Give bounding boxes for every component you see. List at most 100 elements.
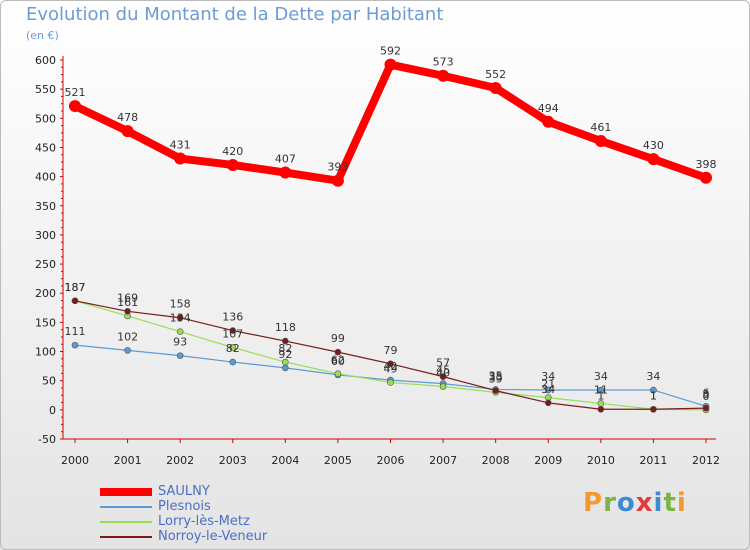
- brand-letter: o: [616, 488, 636, 518]
- brand-logo: Proxiti: [583, 488, 687, 518]
- data-point: [176, 352, 184, 359]
- data-label: 169: [117, 291, 138, 304]
- data-point: [229, 358, 237, 366]
- brand-letter: i: [676, 488, 687, 518]
- data-label: 60: [331, 355, 345, 368]
- y-tick-label: 350: [35, 200, 56, 213]
- brand-letter: r: [603, 488, 617, 518]
- x-tick-label: 2001: [114, 454, 142, 467]
- legend-item-saulny: SAULNY: [100, 484, 267, 499]
- data-label: 40: [436, 367, 450, 380]
- data-point: [439, 373, 447, 380]
- data-label: 420: [222, 145, 243, 158]
- x-tick-label: 2008: [482, 454, 510, 467]
- data-point: [124, 308, 131, 315]
- y-tick-label: 250: [35, 258, 56, 271]
- data-label: 187: [65, 281, 86, 294]
- y-tick-label: 0: [49, 404, 56, 417]
- data-label: 21: [541, 378, 555, 391]
- unit-label: (en €): [26, 29, 59, 42]
- data-label: 49: [384, 362, 398, 375]
- data-point: [176, 314, 184, 322]
- x-tick-label: 2011: [639, 454, 667, 467]
- data-label: 62: [331, 354, 345, 367]
- y-tick-label: 500: [35, 112, 56, 125]
- data-label: 134: [170, 312, 191, 325]
- data-label: 39: [489, 372, 503, 385]
- data-label: 552: [485, 68, 506, 81]
- data-point: [331, 174, 344, 187]
- data-point: [279, 166, 292, 179]
- series-line: [73, 60, 708, 185]
- data-point: [387, 379, 394, 386]
- data-label: 573: [433, 56, 454, 69]
- data-point: [542, 115, 555, 128]
- data-label: 93: [173, 336, 187, 349]
- brand-letter: x: [635, 488, 654, 518]
- data-point: [71, 341, 79, 349]
- data-point: [229, 344, 237, 351]
- data-label: 187: [65, 281, 86, 294]
- y-tick-label: 400: [35, 171, 56, 184]
- data-point: [700, 171, 712, 184]
- data-label: 34: [594, 370, 608, 383]
- data-label: 34: [541, 370, 555, 383]
- data-label: 3: [703, 388, 710, 401]
- x-tick-label: 2009: [534, 454, 562, 467]
- data-point: [282, 358, 289, 366]
- legend-label-plesnois: Plesnois: [158, 499, 211, 514]
- data-label: 398: [696, 158, 717, 171]
- data-label: 102: [117, 330, 138, 343]
- data-point: [597, 386, 605, 394]
- data-label: 6: [703, 386, 710, 399]
- data-point: [174, 152, 187, 165]
- x-tick-label: 2000: [61, 454, 89, 467]
- data-point: [282, 364, 289, 372]
- data-label: 82: [226, 342, 240, 355]
- data-label: 161: [117, 296, 138, 309]
- data-label: 34: [541, 383, 555, 396]
- data-label: 0: [703, 390, 710, 403]
- data-label: 79: [384, 344, 398, 357]
- brand-letter: i: [653, 488, 664, 518]
- legend-item-lorry: Lorry-lès-Metz: [100, 514, 267, 529]
- data-point: [597, 405, 605, 413]
- data-label: 11: [594, 383, 608, 396]
- data-label: 158: [170, 298, 191, 311]
- y-tick-label: 550: [35, 83, 56, 96]
- data-label: 82: [278, 342, 292, 355]
- data-point: [334, 370, 342, 377]
- x-tick-label: 2007: [429, 454, 457, 467]
- brand-letter: P: [583, 488, 604, 518]
- data-label: 1: [597, 389, 604, 402]
- chart-title: Evolution du Montant de la Dette par Hab…: [26, 4, 444, 25]
- y-tick-label: 50: [42, 375, 56, 388]
- legend-swatch-saulny: [100, 487, 152, 496]
- data-label: 494: [538, 102, 559, 115]
- y-tick-label: 450: [35, 141, 56, 154]
- y-tick-label: 150: [35, 316, 56, 329]
- data-label: 136: [222, 311, 243, 324]
- data-label: 42: [384, 360, 398, 373]
- data-point: [544, 386, 552, 394]
- legend-item-plesnois: Plesnois: [100, 499, 267, 514]
- y-tick-label: 200: [35, 287, 56, 300]
- x-tick-label: 2012: [692, 454, 720, 467]
- y-tick-label: -50: [38, 433, 56, 446]
- data-label: 57: [436, 357, 450, 370]
- data-point: [229, 327, 237, 334]
- data-point: [282, 337, 289, 345]
- data-label: 92: [278, 348, 292, 361]
- legend-label-lorry: Lorry-lès-Metz: [158, 514, 250, 529]
- data-label: 393: [327, 161, 348, 174]
- data-point: [226, 158, 239, 171]
- data-label: 592: [380, 45, 401, 58]
- data-point: [121, 125, 134, 138]
- data-point: [387, 360, 394, 368]
- y-tick-label: 300: [35, 229, 56, 242]
- brand-letter: t: [663, 488, 677, 518]
- data-point: [437, 69, 450, 82]
- x-tick-label: 2002: [166, 454, 194, 467]
- data-label: 111: [65, 325, 86, 338]
- data-label: 461: [590, 121, 611, 134]
